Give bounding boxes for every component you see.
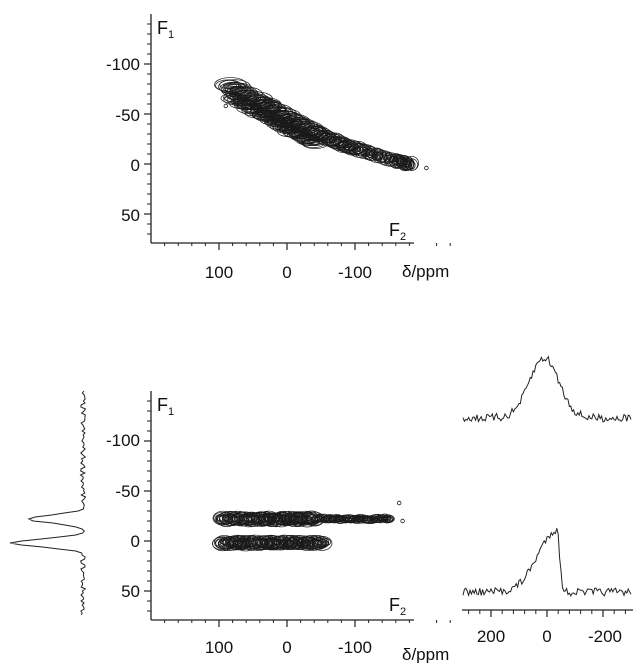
top-axis-ticks [144,23,451,250]
bottom-f2-label: F2 [389,595,406,618]
slices-x-tick-label: -200 [588,627,622,646]
top-contour-ring [229,86,244,93]
bottom-contour-ring [303,535,324,551]
f2-slice-upper-line [462,355,632,423]
top-contour-ring [371,151,379,158]
f2-slice-traces: 200 0 -200 [462,355,633,646]
top-contour-ring [303,139,315,145]
bottom-contour-ring [333,515,347,524]
top-contour-ring [301,138,329,149]
slices-x-tick-label: 200 [477,627,505,646]
bottom-x-tick-label: -100 [338,638,372,657]
bottom-contour-ring [386,517,391,521]
top-contour-ring [288,119,315,132]
f2-slice-lower-line [462,528,632,598]
slices-x-tick-label: 0 [542,627,551,646]
top-f2-label: F2 [389,220,406,243]
bottom-y-tick-label: 0 [131,532,140,551]
top-contour-ring [407,161,416,169]
bottom-contour-dot [400,518,405,524]
bottom-x-unit-label: δ/ppm [402,645,449,663]
top-y-tick-label: 50 [121,206,140,225]
bottom-contour-ring [311,536,333,551]
top-y-tick-label: -50 [115,106,140,125]
top-y-tick-label: -100 [106,55,140,74]
top-contour-plot [214,77,429,172]
bottom-contour-ring [287,511,309,526]
slices-axis-ticks [468,610,626,617]
top-x-unit-label: δ/ppm [402,262,449,281]
top-contour-ring [218,79,251,95]
bottom-2d-spectrum: -100 -50 0 50 100 0 -100 δ/ppm F1 F2 [106,391,451,663]
bottom-contour-ring [321,540,330,547]
bottom-contour-ring [321,541,328,546]
bottom-x-tick-label: 0 [282,638,291,657]
bottom-x-tick-label: 100 [205,638,233,657]
bottom-y-tick-label: -50 [115,482,140,501]
top-y-tick-label: 0 [131,156,140,175]
bottom-y-tick-label: -100 [106,431,140,450]
bottom-contour-dot [397,500,402,506]
bottom-y-tick-label: 50 [121,582,140,601]
top-contour-dot [424,165,429,171]
bottom-axis-ticks [144,400,451,627]
bottom-f1-label: F1 [157,395,174,418]
bottom-contour-plot [212,500,405,552]
f1-projection-trace [9,390,87,616]
top-x-tick-label: 0 [282,263,291,282]
top-x-tick-label: -100 [338,263,372,282]
top-f1-label: F1 [157,18,174,41]
top-contour-ring [406,162,412,168]
f1-projection-line [9,390,87,616]
top-2d-spectrum: -100 -50 0 50 100 0 -100 δ/ppm F1 F2 [106,14,451,282]
bottom-contour-ring [316,540,325,547]
top-x-tick-label: 100 [205,263,233,282]
bottom-contour-ring [287,536,305,549]
top-contour-dot [223,103,228,109]
